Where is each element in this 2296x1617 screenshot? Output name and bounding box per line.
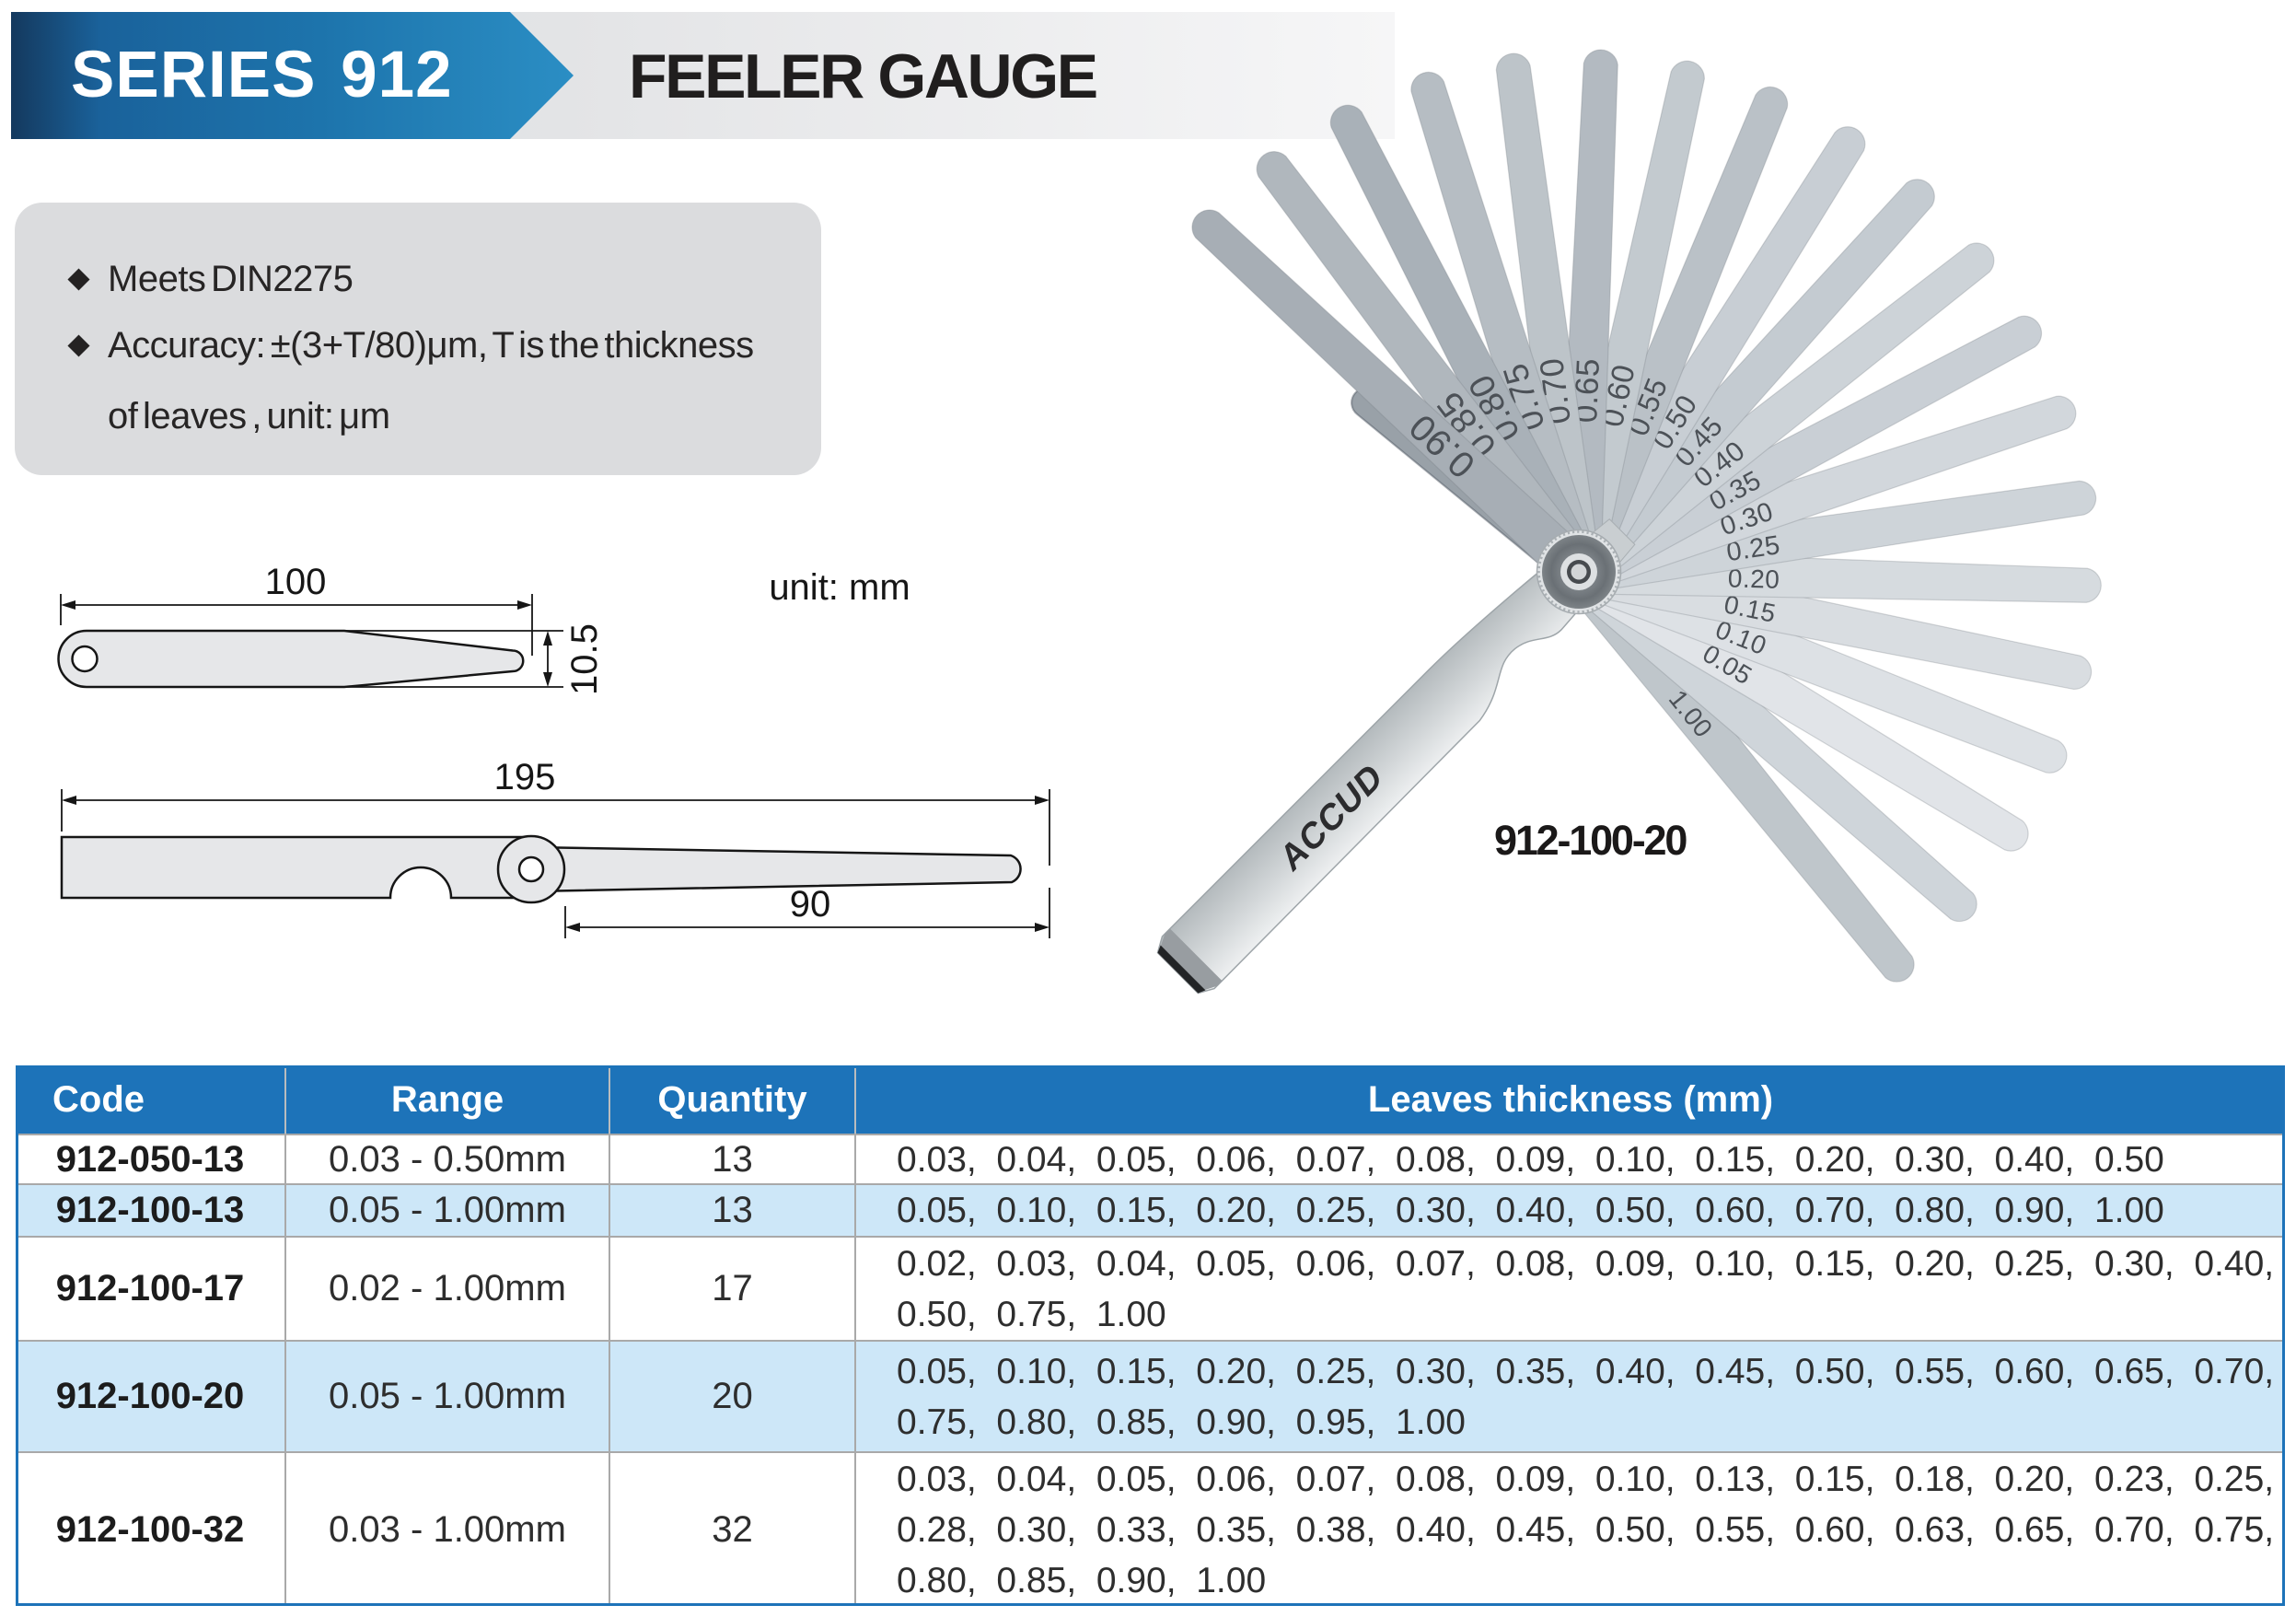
svg-text:100: 100 <box>265 562 327 602</box>
svg-text:90: 90 <box>790 884 831 925</box>
svg-text:195: 195 <box>494 757 556 797</box>
svg-text:unit: mm: unit: mm <box>769 567 910 608</box>
svg-text:10.5: 10.5 <box>564 623 605 695</box>
